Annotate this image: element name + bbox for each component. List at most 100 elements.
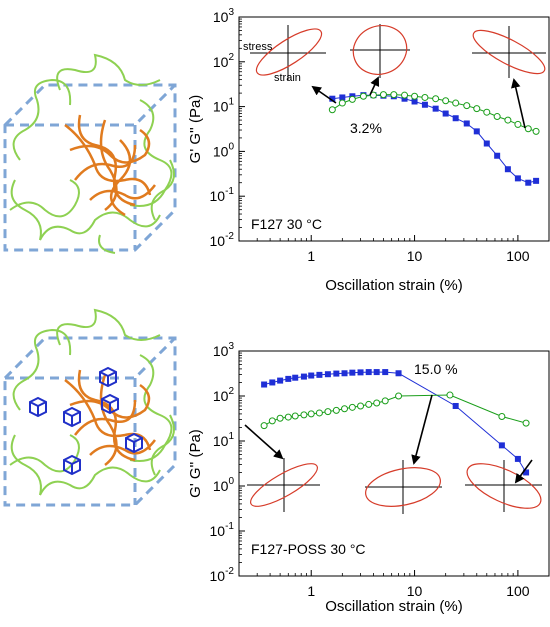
lissajous-insets-f127: stress strain — [243, 24, 546, 129]
poss-cube-3 — [63, 406, 81, 428]
data-point-square — [357, 369, 364, 376]
series-line — [263, 371, 527, 473]
x-axis-label: Oscillation strain (%) — [325, 277, 463, 294]
data-point-square — [421, 101, 428, 108]
data-point-circle — [463, 102, 471, 110]
arrow-to-linear-inset — [311, 85, 337, 104]
y-axis-label: G' G'' (Pa) — [187, 95, 204, 164]
y-tick-label: 102 — [213, 386, 235, 404]
data-point-square — [473, 128, 480, 135]
x-tick-label: 10 — [407, 248, 423, 264]
data-point-square — [442, 110, 449, 117]
x-tick-label: 100 — [506, 583, 530, 599]
data-point-circle — [432, 95, 440, 103]
data-point-square — [269, 379, 276, 386]
data-point-circle — [395, 392, 403, 400]
strain-label: strain — [274, 72, 301, 84]
data-point-circle — [332, 406, 340, 414]
data-point-circle — [300, 411, 308, 419]
data-point-circle — [328, 106, 336, 114]
data-point-circle — [365, 400, 373, 408]
data-point-circle — [381, 397, 389, 405]
data-point-square — [365, 369, 372, 376]
data-point-circle — [483, 108, 491, 116]
data-point-circle — [452, 99, 460, 107]
data-point-square — [533, 177, 540, 184]
series-g-double-prime — [328, 91, 540, 135]
data-point-square — [452, 402, 459, 409]
data-point-circle — [524, 125, 532, 133]
y-tick-label: 10-2 — [210, 231, 235, 249]
data-point-circle — [341, 405, 349, 413]
data-point-square — [333, 370, 340, 377]
arrow-to-yield-inset — [369, 76, 380, 96]
data-point-square — [300, 373, 307, 380]
data-point-circle — [348, 403, 356, 411]
data-point-square — [308, 372, 315, 379]
y-tick-label: 101 — [213, 97, 235, 115]
arrow-to-flow-inset-2 — [514, 459, 533, 484]
data-point-square — [261, 381, 268, 388]
sample-annotation: F127-POSS 30 °C — [251, 541, 366, 557]
y-axis-label: G' G'' (Pa) — [187, 429, 204, 498]
y-tick-label: 103 — [213, 7, 235, 25]
x-tick-label: 1 — [307, 583, 315, 599]
data-point-circle — [315, 409, 323, 417]
data-point-square — [525, 179, 532, 186]
data-point-square — [411, 98, 418, 105]
arrow-to-linear-inset-2 — [244, 424, 284, 460]
plot-frame — [238, 16, 550, 242]
x-tick-label: 10 — [407, 583, 423, 599]
poss-cube-6 — [63, 454, 81, 476]
data-point-circle — [268, 417, 276, 425]
data-point-circle — [276, 414, 284, 422]
series-g-prime — [261, 369, 530, 476]
x-tick-label: 100 — [506, 248, 530, 264]
crossover-callout: 3.2% — [350, 120, 382, 136]
lissajous-linear-inset: stress strain — [243, 25, 326, 84]
data-point-circle — [348, 95, 356, 103]
data-point-circle — [379, 91, 387, 99]
data-point-circle — [401, 91, 409, 99]
data-point-square — [494, 152, 501, 159]
data-point-circle — [498, 413, 506, 421]
data-point-circle — [504, 116, 512, 124]
arrow-to-yield-inset-2 — [411, 394, 433, 465]
data-point-circle — [338, 99, 346, 107]
data-point-circle — [359, 92, 367, 100]
data-point-circle — [390, 91, 398, 99]
data-point-square — [373, 369, 380, 376]
data-point-square — [452, 115, 459, 122]
data-point-square — [316, 371, 323, 378]
chart-f127-poss: 1 10 100 103 102 101 100 10-1 10-2 Oscillation st… — [187, 341, 550, 615]
y-tick-label: 102 — [213, 52, 235, 70]
data-point-square — [277, 377, 284, 384]
data-point-square — [341, 370, 348, 377]
data-point-circle — [324, 408, 332, 416]
lissajous-yield-inset — [350, 24, 410, 78]
data-point-square — [504, 166, 511, 173]
data-point-square — [339, 94, 346, 101]
sample-annotation: F127 30 °C — [251, 216, 322, 232]
lissajous-yield-inset-2 — [365, 460, 442, 514]
poss-cube-2 — [29, 396, 47, 418]
stress-label: stress — [243, 41, 273, 53]
data-point-circle — [307, 410, 315, 418]
data-point-circle — [532, 127, 540, 135]
y-tick-label: 100 — [213, 141, 235, 159]
poss-cube-5 — [125, 432, 143, 454]
x-axis-label: Oscillation strain (%) — [325, 598, 463, 615]
data-point-square — [349, 369, 356, 376]
f127-poss-network-schematic — [3, 308, 177, 507]
data-point-square — [285, 375, 292, 382]
data-point-circle — [446, 391, 454, 399]
data-point-square — [432, 105, 439, 112]
data-point-square — [324, 371, 331, 378]
data-point-circle — [473, 105, 481, 113]
lissajous-insets-f127-poss — [244, 394, 542, 514]
data-point-square — [514, 455, 521, 462]
data-point-square — [523, 469, 530, 476]
data-point-square — [382, 369, 389, 376]
poss-cube-4 — [101, 393, 119, 415]
